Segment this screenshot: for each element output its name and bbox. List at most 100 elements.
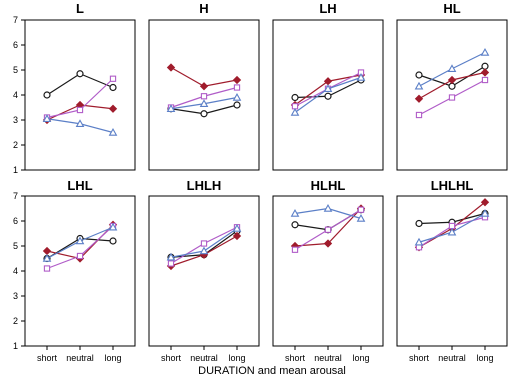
data-point — [447, 75, 457, 85]
data-point — [324, 226, 332, 233]
x-tick-label: neutral — [190, 353, 218, 363]
panel-title: LHLH — [187, 178, 222, 193]
data-point — [166, 252, 176, 261]
data-point — [290, 208, 300, 217]
x-tick-label: neutral — [438, 353, 466, 363]
panel-hlhl: HLHL short neutral long — [272, 178, 384, 363]
panel-frame — [24, 195, 136, 347]
x-tick-label: short — [37, 353, 58, 363]
data-point — [356, 213, 366, 222]
data-point — [323, 203, 333, 212]
y-tick-label: 3 — [13, 291, 18, 301]
x-axis-label: DURATION and mean arousal — [198, 365, 346, 377]
data-point — [75, 236, 85, 245]
y-tick-label: 4 — [13, 90, 18, 100]
data-point — [76, 106, 84, 114]
panel-lh: LH — [272, 1, 384, 171]
data-point — [414, 94, 424, 103]
data-point — [109, 83, 117, 92]
panel-frame — [24, 19, 136, 171]
data-point — [447, 227, 457, 236]
data-point — [232, 92, 242, 101]
data-point — [200, 240, 208, 247]
data-point — [42, 114, 52, 123]
data-point — [232, 223, 242, 232]
data-point — [108, 104, 118, 113]
data-point — [291, 221, 299, 229]
data-point — [166, 63, 176, 72]
data-point — [200, 93, 208, 100]
data-point — [480, 198, 490, 207]
x-tick-label: long — [228, 353, 245, 363]
data-point — [415, 111, 423, 119]
panel-frame — [272, 195, 384, 347]
data-point — [109, 75, 117, 82]
panel-title: L — [76, 1, 84, 16]
data-point — [414, 81, 424, 90]
data-point — [356, 72, 366, 81]
data-point — [415, 219, 423, 228]
panel-l: L 1 2 3 4 5 6 7 — [13, 1, 136, 175]
data-point — [290, 107, 300, 116]
data-point — [481, 76, 489, 84]
data-point — [357, 206, 365, 213]
panel-lhl: LHL 1 2 3 4 5 6 7 short neutral long — [13, 178, 136, 363]
y-tick-label: 2 — [13, 316, 18, 326]
data-point — [76, 252, 84, 260]
data-point — [199, 246, 209, 255]
y-tick-label: 4 — [13, 266, 18, 276]
x-tick-label: long — [476, 353, 493, 363]
x-tick-label: long — [104, 353, 121, 363]
x-tick-label: neutral — [66, 353, 94, 363]
data-point — [324, 92, 332, 100]
data-point — [291, 93, 299, 102]
data-point — [42, 253, 52, 262]
data-point — [233, 101, 241, 109]
data-point — [108, 222, 118, 231]
panel-frame — [396, 195, 508, 347]
data-point — [415, 71, 423, 79]
panel-title: LH — [319, 1, 336, 16]
panel-lhlhl: LHLHL short neutral long — [396, 178, 508, 363]
panel-title: H — [199, 1, 208, 16]
y-tick-label: 1 — [13, 165, 18, 175]
panel-title: HL — [443, 1, 460, 16]
data-point — [480, 208, 490, 217]
data-point — [199, 82, 209, 91]
panel-hl: HL — [396, 1, 508, 171]
x-tick-label: long — [352, 353, 369, 363]
data-point — [323, 84, 333, 93]
data-point — [43, 91, 51, 99]
y-tick-label: 7 — [13, 15, 18, 25]
panel-title: LHL — [67, 178, 92, 193]
y-tick-label: 3 — [13, 115, 18, 125]
data-point — [75, 119, 85, 128]
y-tick-label: 5 — [13, 65, 18, 75]
data-point — [167, 260, 175, 267]
panel-lhlh: LHLH short neutral long — [148, 178, 260, 363]
data-point — [200, 110, 208, 118]
data-point — [232, 75, 242, 85]
data-point — [414, 237, 424, 246]
data-point — [448, 94, 456, 101]
y-tick-label: 1 — [13, 341, 18, 351]
x-tick-label: neutral — [314, 353, 342, 363]
y-tick-label: 6 — [13, 40, 18, 50]
panel-frame — [148, 195, 260, 347]
panel-h: H — [148, 1, 260, 171]
data-point — [109, 237, 117, 245]
data-point — [323, 239, 333, 248]
data-point — [76, 70, 84, 78]
data-point — [291, 246, 299, 253]
data-point — [447, 64, 457, 73]
data-point — [166, 104, 176, 113]
data-point — [480, 47, 490, 56]
data-point — [232, 231, 242, 241]
x-tick-label: short — [409, 353, 430, 363]
data-point — [480, 68, 490, 77]
data-point — [43, 265, 51, 272]
panel-title: HLHL — [311, 178, 346, 193]
y-tick-label: 2 — [13, 140, 18, 150]
y-tick-label: 6 — [13, 216, 18, 226]
